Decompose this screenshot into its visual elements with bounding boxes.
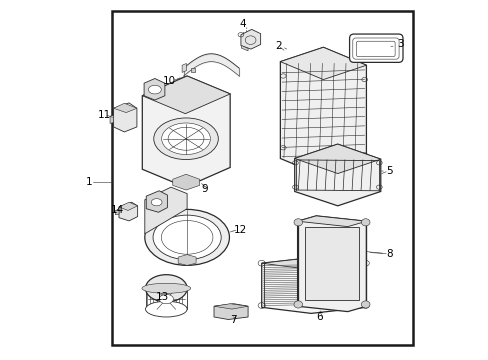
Polygon shape <box>119 202 137 221</box>
Polygon shape <box>178 255 196 265</box>
Text: 5: 5 <box>386 166 392 176</box>
Polygon shape <box>297 216 366 312</box>
Polygon shape <box>214 304 247 309</box>
Polygon shape <box>144 78 164 100</box>
Text: 7: 7 <box>230 315 237 325</box>
Text: 13: 13 <box>155 292 168 302</box>
Ellipse shape <box>151 199 162 206</box>
Ellipse shape <box>144 210 229 265</box>
Polygon shape <box>190 68 195 72</box>
Polygon shape <box>182 63 186 72</box>
Ellipse shape <box>361 301 369 308</box>
Text: 4: 4 <box>239 19 245 29</box>
Polygon shape <box>144 187 187 234</box>
Ellipse shape <box>148 85 161 94</box>
Ellipse shape <box>159 294 173 304</box>
Polygon shape <box>261 257 365 314</box>
FancyBboxPatch shape <box>349 34 402 62</box>
Text: 11: 11 <box>98 111 111 121</box>
Ellipse shape <box>293 301 302 308</box>
Bar <box>112 12 412 345</box>
Text: 9: 9 <box>201 184 207 194</box>
Text: 6: 6 <box>316 312 323 322</box>
Polygon shape <box>280 47 366 80</box>
Text: 12: 12 <box>233 225 246 235</box>
Ellipse shape <box>145 275 187 302</box>
Text: 3: 3 <box>396 40 403 49</box>
Polygon shape <box>146 191 167 212</box>
Polygon shape <box>241 30 260 49</box>
Polygon shape <box>304 227 359 300</box>
Polygon shape <box>297 216 366 226</box>
Polygon shape <box>142 76 230 187</box>
Text: 10: 10 <box>163 76 175 86</box>
Polygon shape <box>280 47 366 176</box>
Ellipse shape <box>142 283 190 293</box>
Polygon shape <box>241 45 247 51</box>
Polygon shape <box>172 174 199 190</box>
Text: 8: 8 <box>386 248 392 258</box>
Polygon shape <box>214 304 247 319</box>
FancyBboxPatch shape <box>356 41 394 57</box>
Polygon shape <box>115 210 119 215</box>
Ellipse shape <box>153 215 221 260</box>
Ellipse shape <box>145 301 187 317</box>
Polygon shape <box>142 76 230 114</box>
Polygon shape <box>113 103 137 113</box>
Text: 14: 14 <box>110 206 123 216</box>
FancyBboxPatch shape <box>352 38 398 59</box>
Polygon shape <box>119 202 137 211</box>
Ellipse shape <box>293 219 302 226</box>
Text: 1: 1 <box>86 177 93 187</box>
Ellipse shape <box>162 123 210 154</box>
Polygon shape <box>261 257 365 270</box>
Polygon shape <box>113 103 137 132</box>
Ellipse shape <box>161 221 212 254</box>
Polygon shape <box>294 144 380 174</box>
Ellipse shape <box>153 118 218 159</box>
Polygon shape <box>294 144 380 206</box>
Polygon shape <box>110 116 113 123</box>
Text: 2: 2 <box>275 41 281 50</box>
Ellipse shape <box>361 219 369 226</box>
